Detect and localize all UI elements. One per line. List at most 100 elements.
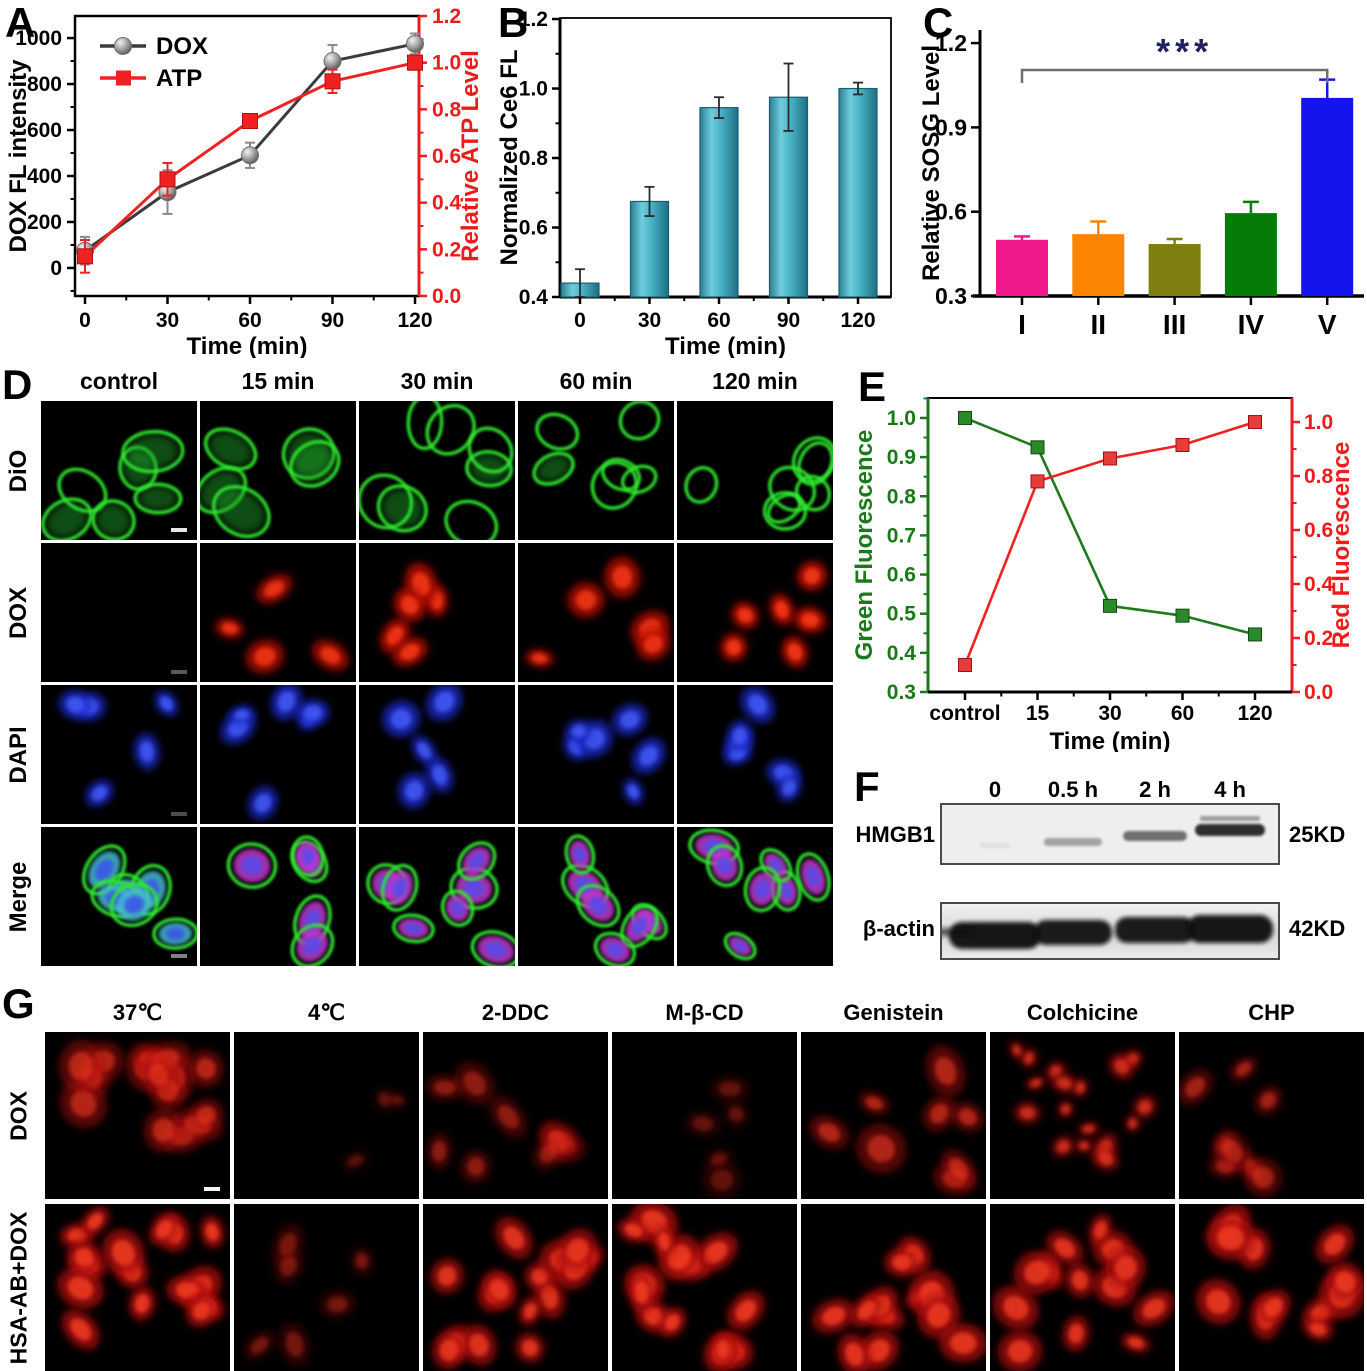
svg-text:800: 800	[27, 73, 62, 96]
svg-text:0.6: 0.6	[519, 217, 548, 240]
svg-text:0: 0	[574, 309, 586, 332]
svg-text:III: III	[1163, 309, 1186, 340]
svg-text:0.7: 0.7	[887, 524, 916, 547]
svg-text:V: V	[1318, 309, 1337, 340]
micrograph-dox-control	[41, 543, 197, 682]
dox-atp-line-chart: 0 200 400 600 800 1000 0.0 0.2 0.4 0.6 0.8 1.0 1.2 0 3…	[5, 5, 484, 358]
micrograph-g-1-4	[801, 1204, 986, 1371]
svg-text:120: 120	[1237, 702, 1272, 725]
svg-text:Time (min): Time (min)	[665, 333, 786, 358]
panel-g-row-label: HSA-AB+DOX	[5, 1211, 32, 1364]
panel-d-column-header: 30 min	[400, 368, 474, 394]
panel-a: 0 200 400 600 800 1000 0.0 0.2 0.4 0.6 0.8 1.0 1.2 0 3…	[0, 0, 497, 359]
svg-text:0.8: 0.8	[1304, 465, 1334, 488]
micrograph-g-1-5	[990, 1204, 1175, 1371]
micrograph-dio-60min	[518, 401, 674, 540]
micrograph-merge-control	[41, 827, 197, 966]
beta-actin-bands	[942, 915, 1273, 949]
svg-text:0: 0	[79, 309, 91, 332]
panel-d-row-label: DiO	[5, 449, 32, 492]
panel-g-column-header: 4℃	[308, 1000, 345, 1025]
micrograph-g-0-5	[990, 1032, 1175, 1199]
svg-text:Green Fluorescence: Green Fluorescence	[851, 430, 878, 661]
svg-text:0.2: 0.2	[1304, 627, 1333, 650]
svg-text:60: 60	[707, 309, 730, 332]
blot-lane-header: 2 h	[1139, 777, 1171, 802]
panel-g-column-header: CHP	[1248, 1000, 1295, 1025]
micrograph-g-1-6	[1179, 1204, 1364, 1371]
panel-b: 0.4 0.6 0.8 1.0 1.2 0 30 60 90 120 Time (min) Norma…	[497, 0, 915, 358]
panel-d-column-header: 60 min	[559, 368, 633, 394]
panel-g-column-header: 37℃	[112, 1000, 163, 1025]
micrograph-g-0-4	[801, 1032, 986, 1199]
sosg-bar-chart: 0.30.60.91.2I II III IV V***Relative SOSG Le…	[918, 30, 1364, 340]
svg-text:1.2: 1.2	[432, 5, 461, 28]
micrograph-merge-120min	[677, 827, 833, 966]
svg-text:Normalized Ce6 FL: Normalized Ce6 FL	[497, 49, 523, 265]
panel-d-column-header: control	[80, 368, 158, 394]
panel-a-label: A	[5, 0, 36, 46]
panel-d-column-header: 15 min	[241, 368, 315, 394]
blot-lane-header: 0	[988, 777, 1002, 802]
svg-text:Red Fluorescence: Red Fluorescence	[1328, 442, 1355, 649]
micrograph-g-0-1	[234, 1032, 419, 1199]
svg-text:Time (min): Time (min)	[187, 333, 308, 358]
hmgb1-bands	[980, 816, 1265, 848]
svg-text:90: 90	[777, 309, 800, 332]
svg-text:0.0: 0.0	[1304, 681, 1333, 704]
svg-text:0.4: 0.4	[432, 192, 462, 215]
svg-text:0.8: 0.8	[519, 147, 549, 170]
micrograph-dapi-30min	[359, 685, 515, 824]
micrograph-g-1-0	[45, 1204, 230, 1371]
svg-text:0.5: 0.5	[887, 603, 917, 626]
panel-d-label: D	[2, 361, 33, 408]
micrograph-merge-60min	[518, 827, 674, 966]
panel-c-label: C	[923, 0, 954, 46]
panel-e-label: E	[858, 363, 887, 410]
svg-text:IV: IV	[1238, 309, 1265, 340]
panel-f-label: F	[854, 763, 880, 810]
svg-text:30: 30	[156, 309, 179, 332]
panel-d-row-label: DAPI	[5, 725, 32, 784]
panel-g-column-header: M-β-CD	[665, 1000, 744, 1025]
svg-text:200: 200	[27, 211, 62, 234]
svg-text:1.2: 1.2	[519, 8, 548, 31]
svg-text:400: 400	[27, 165, 62, 188]
micrograph-dapi-120min	[677, 685, 833, 824]
svg-text:600: 600	[27, 119, 62, 142]
panel-c: 0.3 0.6 0.9 1.2 I II III IV V *** Relative SOSG Le…	[915, 0, 1367, 358]
panel-f: F 0 0.5 h 2 h 4 h HMGB1 25KD β-actin 42KD	[845, 752, 1367, 975]
svg-text:120: 120	[840, 309, 875, 332]
micrograph-merge-15min	[200, 827, 356, 966]
beta-actin-mw-label: 42KD	[1289, 916, 1346, 941]
panel-g-row-label: DOX	[5, 1090, 32, 1141]
svg-text:0.6: 0.6	[432, 145, 461, 168]
svg-text:1.0: 1.0	[519, 78, 548, 101]
panel-g-column-header: Colchicine	[1026, 1000, 1139, 1025]
svg-text:0.9: 0.9	[887, 446, 916, 469]
micrograph-dapi-control	[41, 685, 197, 824]
micrograph-dapi-15min	[200, 685, 356, 824]
svg-text:0: 0	[50, 257, 62, 280]
micrograph-dio-30min	[359, 401, 515, 540]
svg-text:1.0: 1.0	[887, 407, 916, 430]
svg-text:0.8: 0.8	[432, 98, 462, 121]
micrograph-dox-60min	[518, 543, 674, 682]
micrograph-g-1-1	[234, 1204, 419, 1371]
panel-d-column-header: 120 min	[712, 368, 798, 394]
panel-d: D control 15 min 30 min 60 min 120 min DiO DO…	[0, 360, 845, 975]
panel-g-column-header: 2-DDC	[481, 1000, 550, 1025]
svg-text:0.8: 0.8	[887, 485, 917, 508]
micrograph-g-0-0	[45, 1032, 230, 1199]
micrograph-dox-15min	[200, 543, 356, 682]
svg-text:30: 30	[638, 309, 661, 332]
panel-d-row-label: DOX	[5, 586, 32, 639]
micrograph-g-0-3	[612, 1032, 797, 1199]
svg-text:Time (min): Time (min)	[1050, 728, 1171, 752]
svg-text:0.2: 0.2	[432, 238, 461, 261]
micrograph-dio-120min	[677, 401, 833, 540]
svg-text:1000: 1000	[15, 27, 62, 50]
svg-text:120: 120	[397, 309, 432, 332]
svg-text:1.0: 1.0	[1304, 411, 1333, 434]
